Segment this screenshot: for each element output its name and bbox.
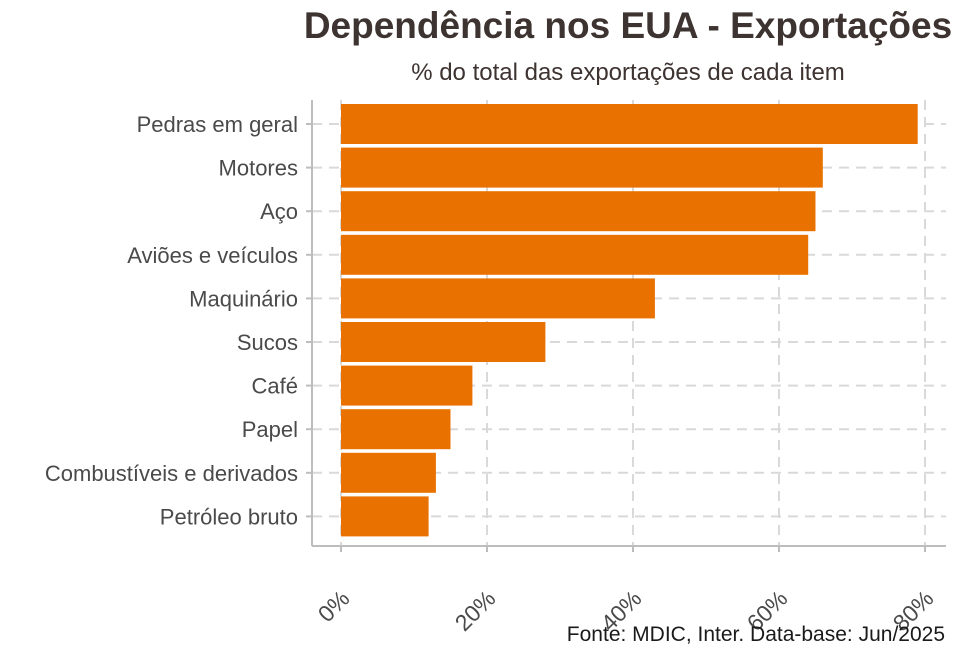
category-label-0: Pedras em geral <box>137 112 298 137</box>
x-tick-label-1: 20% <box>450 585 501 636</box>
category-label-7: Papel <box>242 417 298 442</box>
category-label-1: Motores <box>219 156 298 181</box>
bars <box>341 104 918 537</box>
chart-caption: Fonte: MDIC, Inter. Data-base: Jun/2025 <box>567 623 945 646</box>
bar-6 <box>341 365 473 406</box>
bar-9 <box>341 496 429 537</box>
category-label-5: Sucos <box>237 330 298 355</box>
category-labels: Pedras em geral Motores Aço Aviões e veícul… <box>45 112 298 529</box>
category-label-4: Maquinário <box>189 286 298 311</box>
bar-2 <box>341 191 816 232</box>
x-tick-label-0: 0% <box>313 585 355 627</box>
bar-3 <box>341 234 809 275</box>
category-label-6: Café <box>252 374 298 399</box>
category-label-8: Combustíveis e derivados <box>45 461 298 486</box>
chart-title: Dependência nos EUA - Exportações <box>304 5 952 46</box>
category-label-9: Petróleo bruto <box>160 504 298 529</box>
bar-0 <box>341 104 918 144</box>
bar-8 <box>341 452 436 493</box>
axes <box>306 100 946 552</box>
chart-subtitle: % do total das exportações de cada item <box>411 59 845 86</box>
bar-1 <box>341 147 823 188</box>
bar-4 <box>341 278 655 319</box>
bar-5 <box>341 322 546 362</box>
category-label-3: Aviões e veículos <box>127 243 298 268</box>
category-label-2: Aço <box>260 199 298 224</box>
bar-7 <box>341 409 451 450</box>
